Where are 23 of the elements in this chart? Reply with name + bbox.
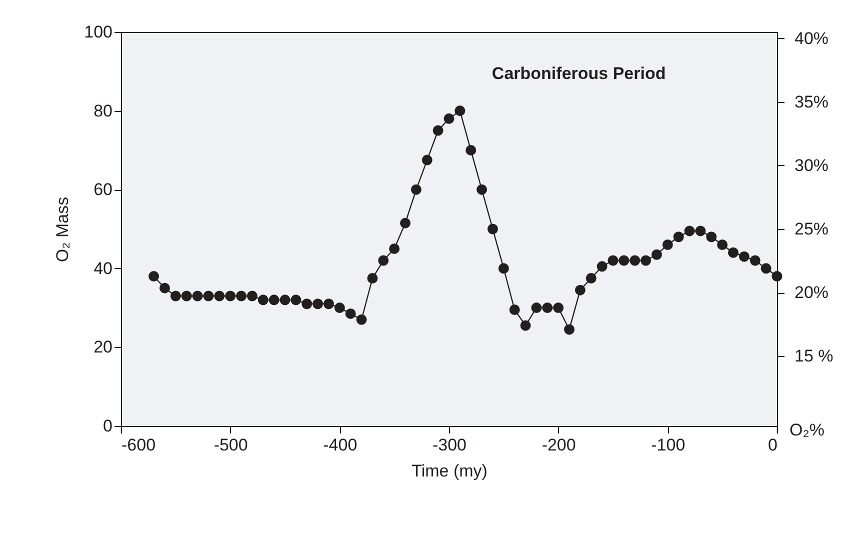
y-tick-label: 80 [94,101,112,120]
y2-tick-label: 35% [794,92,829,112]
y-tick-label: 0 [103,416,112,436]
y-axis-title: O₂ Mass [53,196,72,262]
x-tick-label: -500 [214,436,248,454]
y-tick-label: 100 [84,22,112,42]
y-tick-label: 20 [94,338,112,357]
y2-tick-label: 40% [794,28,829,48]
y-tick-label: 40 [94,258,112,278]
x-axis-title: Time (my) [412,462,488,480]
x-tick-label: -300 [432,436,467,454]
y-tick-label: 60 [94,180,112,200]
y2-tick-label: 15 % [794,346,834,366]
annotation: Carboniferous Period [492,64,666,83]
x-tick-label: -400 [323,436,358,454]
x-tick-label: -100 [651,436,686,454]
y2-axis-title: O₂% [790,420,824,440]
y2-tick-label: 25% [794,220,829,238]
x-tick-label: -200 [542,436,576,454]
y2-tick-label: 20% [794,283,829,302]
x-tick-label: -600 [122,436,156,454]
y2-tick-label: 30% [794,156,829,175]
x-tick-label: 0 [768,436,778,454]
